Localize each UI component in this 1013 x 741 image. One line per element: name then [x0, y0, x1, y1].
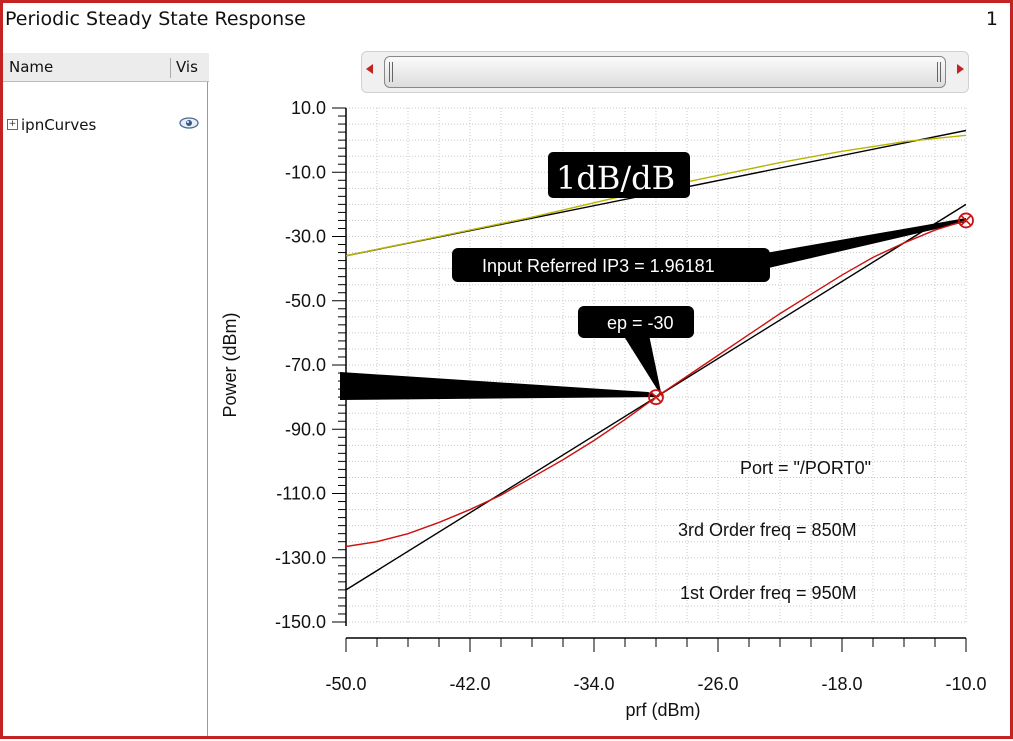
slope-callout: 1dB/dB: [548, 152, 690, 198]
first-order-label: 1st Order freq = 950M: [680, 583, 857, 603]
x-axis-label: prf (dBm): [625, 700, 700, 720]
port-label: Port = "/PORT0": [740, 458, 871, 478]
callout-shapes: [340, 218, 966, 400]
column-header-vis[interactable]: Vis: [170, 58, 198, 78]
x-tick-label: -18.0: [821, 674, 862, 694]
slope-label: 1dB/dB: [556, 159, 675, 197]
window-title: Periodic Steady State Response: [5, 8, 306, 30]
marker-cross: [960, 215, 972, 226]
y-tick-label: -30.0: [285, 227, 326, 247]
x-tick-label: -10.0: [945, 674, 986, 694]
expand-icon[interactable]: +: [7, 119, 18, 130]
y-tick-label: -50.0: [285, 291, 326, 311]
y-tick-label: -90.0: [285, 419, 326, 439]
scroll-right-arrow-icon[interactable]: [957, 64, 964, 74]
horizontal-scrollbar[interactable]: [361, 51, 969, 93]
marker-point[interactable]: [648, 389, 664, 406]
y-tick-label: -110.0: [276, 484, 326, 504]
scroll-left-arrow-icon[interactable]: [366, 64, 373, 74]
y-tick-label: -130.0: [275, 548, 326, 568]
y-tick-label: 10.0: [291, 98, 326, 118]
third-order-label: 3rd Order freq = 850M: [678, 520, 857, 540]
tree-item-label[interactable]: ipnCurves: [21, 116, 97, 134]
marker-circle: [958, 212, 974, 229]
ip3-callout: Input Referred IP3 = 1.96181: [452, 248, 770, 282]
x-tick-label: -42.0: [449, 674, 490, 694]
y-tick-label: -10.0: [285, 162, 326, 182]
ep-callout-box: [578, 306, 694, 338]
ep-callout-pointer: [620, 330, 662, 397]
tree-header: Name Vis: [3, 53, 209, 82]
y-tick-label: -150.0: [275, 612, 326, 632]
marker-cross: [650, 392, 662, 403]
grip-left-icon: [389, 62, 393, 82]
slope-callout-box: [548, 152, 690, 198]
window-number: 1: [985, 8, 998, 30]
y-axis-label: Power (dBm): [220, 312, 240, 417]
column-header-name[interactable]: Name: [9, 58, 54, 76]
tree-item-ipncurves[interactable]: + ipnCurves: [7, 116, 203, 138]
grip-right-icon: [937, 62, 941, 82]
left-arrow-tail: [340, 372, 660, 400]
x-tick-label: -26.0: [697, 674, 738, 694]
curve-tree-panel: Name Vis + ipnCurves: [3, 53, 209, 736]
axes: 10.0 -10.0 -30.0 -50.0 -70.0 -90.0 -110.0 -130.…: [275, 98, 987, 694]
ip3-label: Input Referred IP3 = 1.96181: [482, 256, 715, 276]
ep-label: ep = -30: [607, 313, 674, 333]
ep-callout: ep = -30: [578, 306, 694, 338]
marker-point[interactable]: [958, 212, 974, 229]
ip3-callout-box: [452, 248, 770, 282]
marker-circle: [648, 389, 664, 406]
y-tick-label: -70.0: [285, 355, 326, 375]
x-tick-label: -50.0: [325, 674, 366, 694]
window-title-bar: Periodic Steady State Response 1: [3, 3, 1010, 35]
ip3-callout-pointer: [760, 218, 966, 270]
x-tick-label: -34.0: [573, 674, 614, 694]
markers: [648, 212, 974, 406]
eye-icon[interactable]: [179, 116, 199, 130]
scroll-thumb[interactable]: [384, 56, 946, 88]
